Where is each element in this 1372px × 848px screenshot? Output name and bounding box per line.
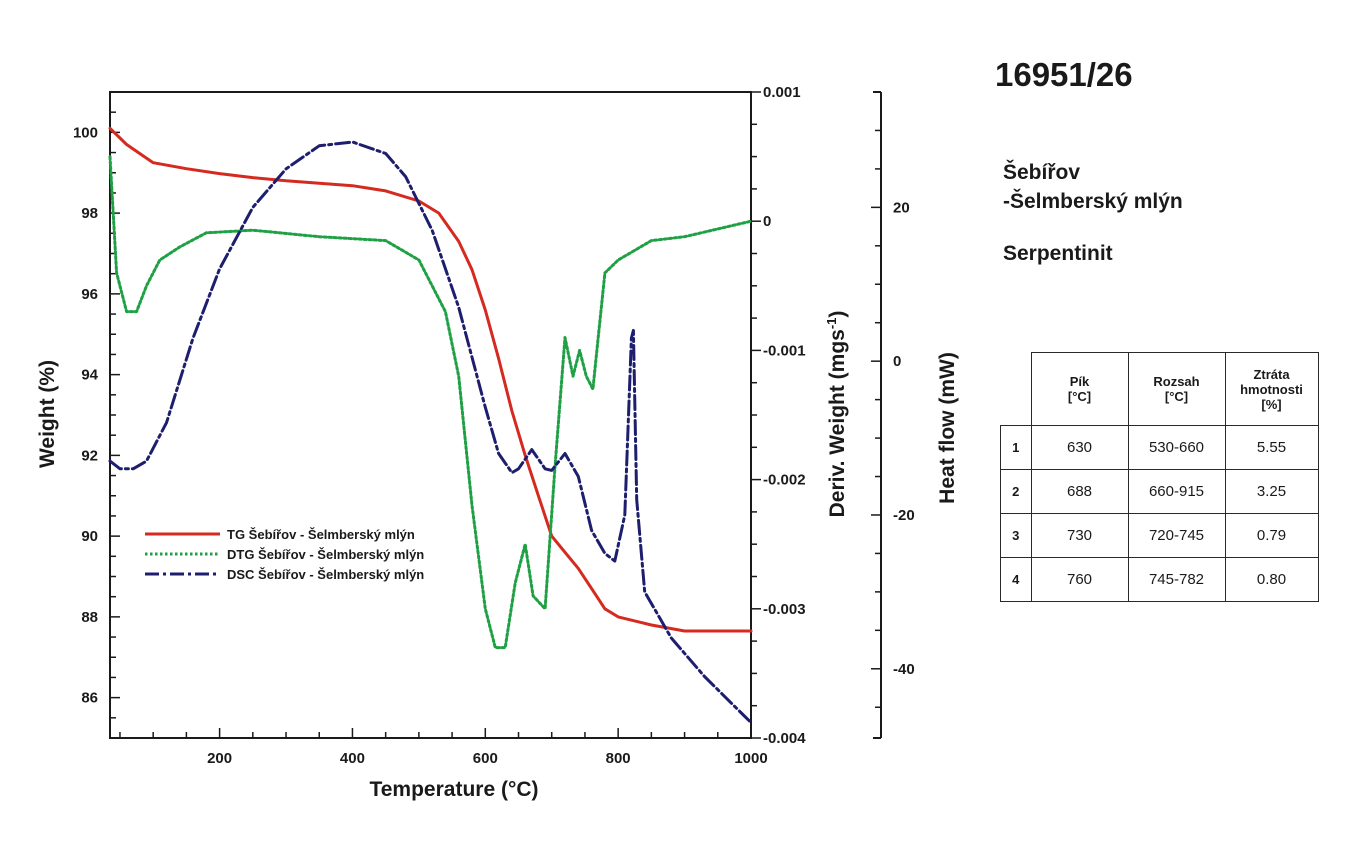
x-tick-label: 400 bbox=[340, 750, 365, 767]
mass-loss-value: 0.79 bbox=[1224, 513, 1319, 558]
y-right1-tick-label: -0.002 bbox=[763, 472, 806, 489]
table-row: 3 730 720-745 0.79 bbox=[1000, 513, 1319, 558]
y-right1-axis-title: Deriv. Weight (mgs-1) bbox=[824, 311, 849, 518]
x-tick-label: 1000 bbox=[734, 750, 767, 767]
y-left-tick-label: 96 bbox=[81, 286, 98, 303]
table-header-row: Pík [°C] Rozsah [°C] Ztráta hmotnosti [%] bbox=[1000, 352, 1319, 426]
y-right2-axis-title: Heat flow (mW) bbox=[936, 352, 959, 504]
table-row: 2 688 660-915 3.25 bbox=[1000, 469, 1319, 514]
y-right1-tick-label: -0.004 bbox=[763, 730, 806, 747]
y-left-axis-title: Weight (%) bbox=[36, 360, 59, 468]
y-right2-tick-label: 0 bbox=[893, 353, 901, 370]
x-tick-label: 600 bbox=[473, 750, 498, 767]
dsc-line bbox=[108, 140, 753, 725]
mass-loss-value: 3.25 bbox=[1224, 469, 1319, 514]
y-right1-tick-label: 0 bbox=[763, 213, 771, 230]
locality: Šebířov -Šelmberský mlýn bbox=[1003, 158, 1183, 216]
y-right1-tick-label: -0.003 bbox=[763, 601, 806, 618]
legend-entry: TG Šebířov - Šelmberský mlýn bbox=[227, 527, 415, 542]
y-left-tick-label: 92 bbox=[81, 447, 98, 464]
peak-table: Pík [°C] Rozsah [°C] Ztráta hmotnosti [%] 1 … bbox=[1000, 352, 1319, 602]
rock-type: Serpentinit bbox=[1003, 242, 1113, 265]
tick-labels: 200 400 600 800 1000868890929496981000.0010-… bbox=[73, 84, 915, 767]
y-right2-tick-label: -40 bbox=[893, 661, 915, 678]
series bbox=[108, 126, 753, 725]
peak-value: 760 bbox=[1030, 557, 1129, 602]
range-value: 745-782 bbox=[1127, 557, 1226, 602]
table-row: 4 760 745-782 0.80 bbox=[1000, 557, 1319, 602]
y-left-tick-label: 86 bbox=[81, 690, 98, 707]
mass-loss-value: 0.80 bbox=[1224, 557, 1319, 602]
row-number: 4 bbox=[1000, 557, 1032, 602]
peak-value: 630 bbox=[1030, 425, 1129, 470]
x-tick-label: 800 bbox=[606, 750, 631, 767]
legend-entry: DTG Šebířov - Šelmberský mlýn bbox=[227, 547, 424, 562]
tg-line bbox=[108, 126, 753, 633]
x-tick-label: 200 bbox=[207, 750, 232, 767]
table-row: 1 630 530-660 5.55 bbox=[1000, 425, 1319, 470]
legend-entry: DSC Šebířov - Šelmberský mlýn bbox=[227, 567, 424, 582]
sample-id: 16951/26 bbox=[995, 56, 1133, 93]
table-corner bbox=[1000, 352, 1032, 426]
y-right2-tick-label: -20 bbox=[893, 507, 915, 524]
y-right1-tick-label: 0.001 bbox=[763, 84, 801, 101]
plot-frame bbox=[109, 91, 752, 739]
axes bbox=[109, 91, 882, 739]
y-right2-tick-label: 20 bbox=[893, 199, 910, 216]
y-left-tick-label: 90 bbox=[81, 528, 98, 545]
x-axis-title: Temperature (°C) bbox=[369, 778, 538, 801]
locality-line-1: Šebířov bbox=[1003, 161, 1081, 184]
row-number: 3 bbox=[1000, 513, 1032, 558]
y-left-tick-label: 94 bbox=[81, 367, 98, 384]
header-peak: Pík [°C] bbox=[1030, 352, 1129, 426]
dtg-line bbox=[108, 155, 753, 650]
peak-value: 730 bbox=[1030, 513, 1129, 558]
range-value: 530-660 bbox=[1127, 425, 1226, 470]
header-range: Rozsah [°C] bbox=[1127, 352, 1226, 426]
header-mass-loss: Ztráta hmotnosti [%] bbox=[1224, 352, 1319, 426]
y-left-tick-label: 98 bbox=[81, 205, 98, 222]
peak-value: 688 bbox=[1030, 469, 1129, 514]
locality-line-2: -Šelmberský mlýn bbox=[1003, 190, 1183, 213]
y-left-tick-label: 88 bbox=[81, 609, 98, 626]
row-number: 1 bbox=[1000, 425, 1032, 470]
mass-loss-value: 5.55 bbox=[1224, 425, 1319, 470]
legend: TG Šebířov - Šelmberský mlýn DTG Šebířov … bbox=[145, 527, 424, 582]
range-value: 720-745 bbox=[1127, 513, 1226, 558]
range-value: 660-915 bbox=[1127, 469, 1226, 514]
y-left-tick-label: 100 bbox=[73, 124, 98, 141]
y-right1-tick-label: -0.001 bbox=[763, 342, 806, 359]
row-number: 2 bbox=[1000, 469, 1032, 514]
